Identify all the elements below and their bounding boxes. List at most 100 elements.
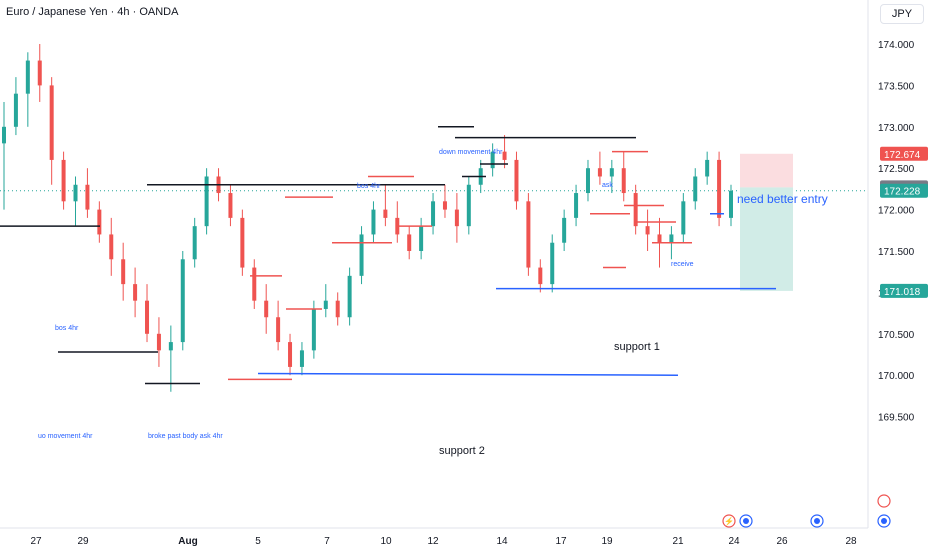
- price-tag-label: 172.674: [884, 150, 921, 161]
- candle-body: [395, 217, 400, 235]
- y-tick-label: 172.500: [878, 164, 915, 175]
- flag-icon-core: [881, 518, 887, 524]
- annotation-label: ask: [602, 182, 613, 189]
- support-label: support 1: [614, 341, 660, 353]
- x-tick-label: 29: [77, 536, 89, 547]
- x-tick-label: 14: [496, 536, 508, 547]
- candle-body: [2, 126, 6, 144]
- y-tick-label: 173.000: [878, 123, 915, 134]
- candle-body: [550, 242, 555, 285]
- y-tick-label: 173.500: [878, 81, 915, 92]
- y-tick-label: 171.500: [878, 247, 915, 258]
- support-label: support 2: [439, 445, 485, 457]
- candle-body: [240, 217, 245, 268]
- x-tick-label: 17: [555, 536, 567, 547]
- annotation-label: need better entry: [737, 192, 828, 206]
- candle-body: [133, 284, 138, 301]
- y-tick-label: 170.500: [878, 330, 915, 341]
- x-tick-label: 26: [776, 536, 788, 547]
- annotation-label: down movement 4hr: [439, 149, 503, 156]
- price-tag: [880, 183, 928, 198]
- candle-body: [73, 184, 78, 202]
- candle-body: [276, 317, 281, 343]
- candle-body: [97, 209, 102, 235]
- support-2-line: [257, 372, 679, 376]
- candle-body: [502, 151, 507, 160]
- price-tag: [880, 283, 928, 298]
- candle-body: [85, 184, 90, 210]
- candle-body: [490, 151, 495, 169]
- candle-body: [311, 308, 316, 351]
- candle-body: [156, 333, 161, 351]
- x-tick-label: 24: [728, 536, 740, 547]
- candle-body: [25, 60, 30, 94]
- y-tick-label: 172.000: [878, 206, 915, 217]
- y-tick-label: 170.000: [878, 371, 915, 382]
- candle-body: [645, 226, 650, 235]
- y-tick-label: 174.000: [878, 40, 915, 51]
- candle-body: [526, 201, 531, 268]
- candle-body: [383, 209, 388, 218]
- alert-icon[interactable]: [877, 494, 891, 508]
- x-tick-label: 19: [601, 536, 613, 547]
- x-tick-label: 28: [845, 536, 857, 547]
- candle-body: [621, 168, 626, 194]
- currency-badge[interactable]: JPY: [880, 4, 924, 24]
- candle-body: [37, 60, 42, 86]
- candle-body: [228, 193, 233, 218]
- candle-body: [585, 168, 590, 194]
- annotation-label: broke past body ask 4hr: [148, 433, 223, 440]
- candle-body: [431, 201, 436, 227]
- candle-body: [359, 234, 364, 276]
- candle-body: [13, 93, 18, 127]
- candle-body: [371, 209, 376, 235]
- lightning-glyph: ⚡: [724, 516, 734, 526]
- candle-body: [609, 168, 614, 177]
- x-tick-label: 7: [324, 536, 330, 547]
- candle-body: [538, 267, 543, 285]
- candle-body: [180, 259, 185, 343]
- candle-body: [288, 342, 293, 367]
- candle-body: [466, 184, 471, 227]
- candle-body: [299, 350, 304, 367]
- flag-icon-core: [743, 518, 749, 524]
- y-tick-label: 169.500: [878, 413, 915, 424]
- candle-body: [121, 259, 126, 285]
- candle-body: [252, 267, 257, 301]
- stop-loss-zone: [740, 153, 793, 188]
- x-tick-label: 5: [255, 536, 261, 547]
- chart-title: Euro / Japanese Yen · 4h · OANDA: [6, 6, 179, 18]
- x-tick-label: 27: [30, 536, 42, 547]
- candle-body: [454, 209, 459, 227]
- candle-body: [729, 190, 733, 218]
- candle-body: [597, 168, 602, 177]
- candle-body: [49, 85, 54, 160]
- price-tag-label: 171.018: [884, 287, 921, 298]
- candle-body: [574, 193, 579, 218]
- candle-body: [168, 342, 173, 351]
- x-tick-label: 21: [672, 536, 684, 547]
- annotation-label: bos 4hr: [357, 183, 381, 190]
- candle-body: [657, 234, 662, 243]
- x-tick-label: 12: [427, 536, 439, 547]
- candle-body: [407, 234, 412, 251]
- candle-body: [145, 300, 150, 334]
- candle-body: [514, 159, 519, 202]
- candle-body: [562, 217, 567, 243]
- annotation-label: receive: [671, 261, 694, 268]
- candle-body: [419, 226, 424, 251]
- candle-body: [204, 176, 209, 227]
- price-tag: [880, 146, 928, 161]
- candle-body: [705, 159, 710, 177]
- candle-body: [681, 201, 686, 235]
- flag-icon-core: [814, 518, 820, 524]
- lightning-icon[interactable]: [722, 514, 736, 528]
- candle-body: [61, 159, 66, 202]
- candle-body: [633, 193, 638, 227]
- candle-body: [109, 234, 114, 260]
- x-tick-label: 10: [380, 536, 392, 547]
- candle-body: [264, 300, 269, 318]
- candle-body: [347, 275, 352, 318]
- take-profit-zone: [740, 187, 793, 291]
